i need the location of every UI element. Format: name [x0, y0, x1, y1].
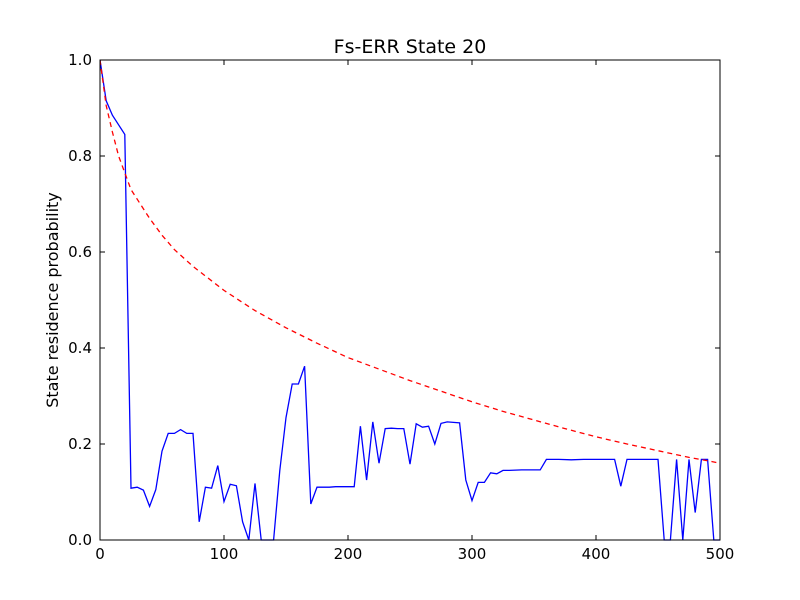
y-tick-label: 0.0 [68, 531, 92, 549]
y-axis-label: State residence probability [43, 192, 62, 408]
x-tick-label: 500 [706, 545, 735, 563]
series-line-2 [100, 59, 720, 464]
y-tick-label: 0.6 [68, 243, 92, 261]
y-tick-label: 0.2 [68, 435, 92, 453]
y-tick-label: 0.4 [68, 339, 92, 357]
x-tick-label: 300 [458, 545, 487, 563]
series-line-1 [100, 59, 720, 541]
plot-area: 0 100 200 300 400 500 0.0 0.2 0.4 0.6 0.8 1.0 [68, 51, 734, 563]
x-tick-label: 200 [334, 545, 363, 563]
x-tick-label: 400 [582, 545, 611, 563]
y-tick-label: 1.0 [68, 51, 92, 69]
x-tick-label: 100 [210, 545, 239, 563]
plot-frame [99, 59, 721, 541]
chart-title: Fs-ERR State 20 [334, 36, 487, 58]
x-tick-label: 0 [95, 545, 105, 563]
y-tick-label: 0.8 [68, 147, 92, 165]
